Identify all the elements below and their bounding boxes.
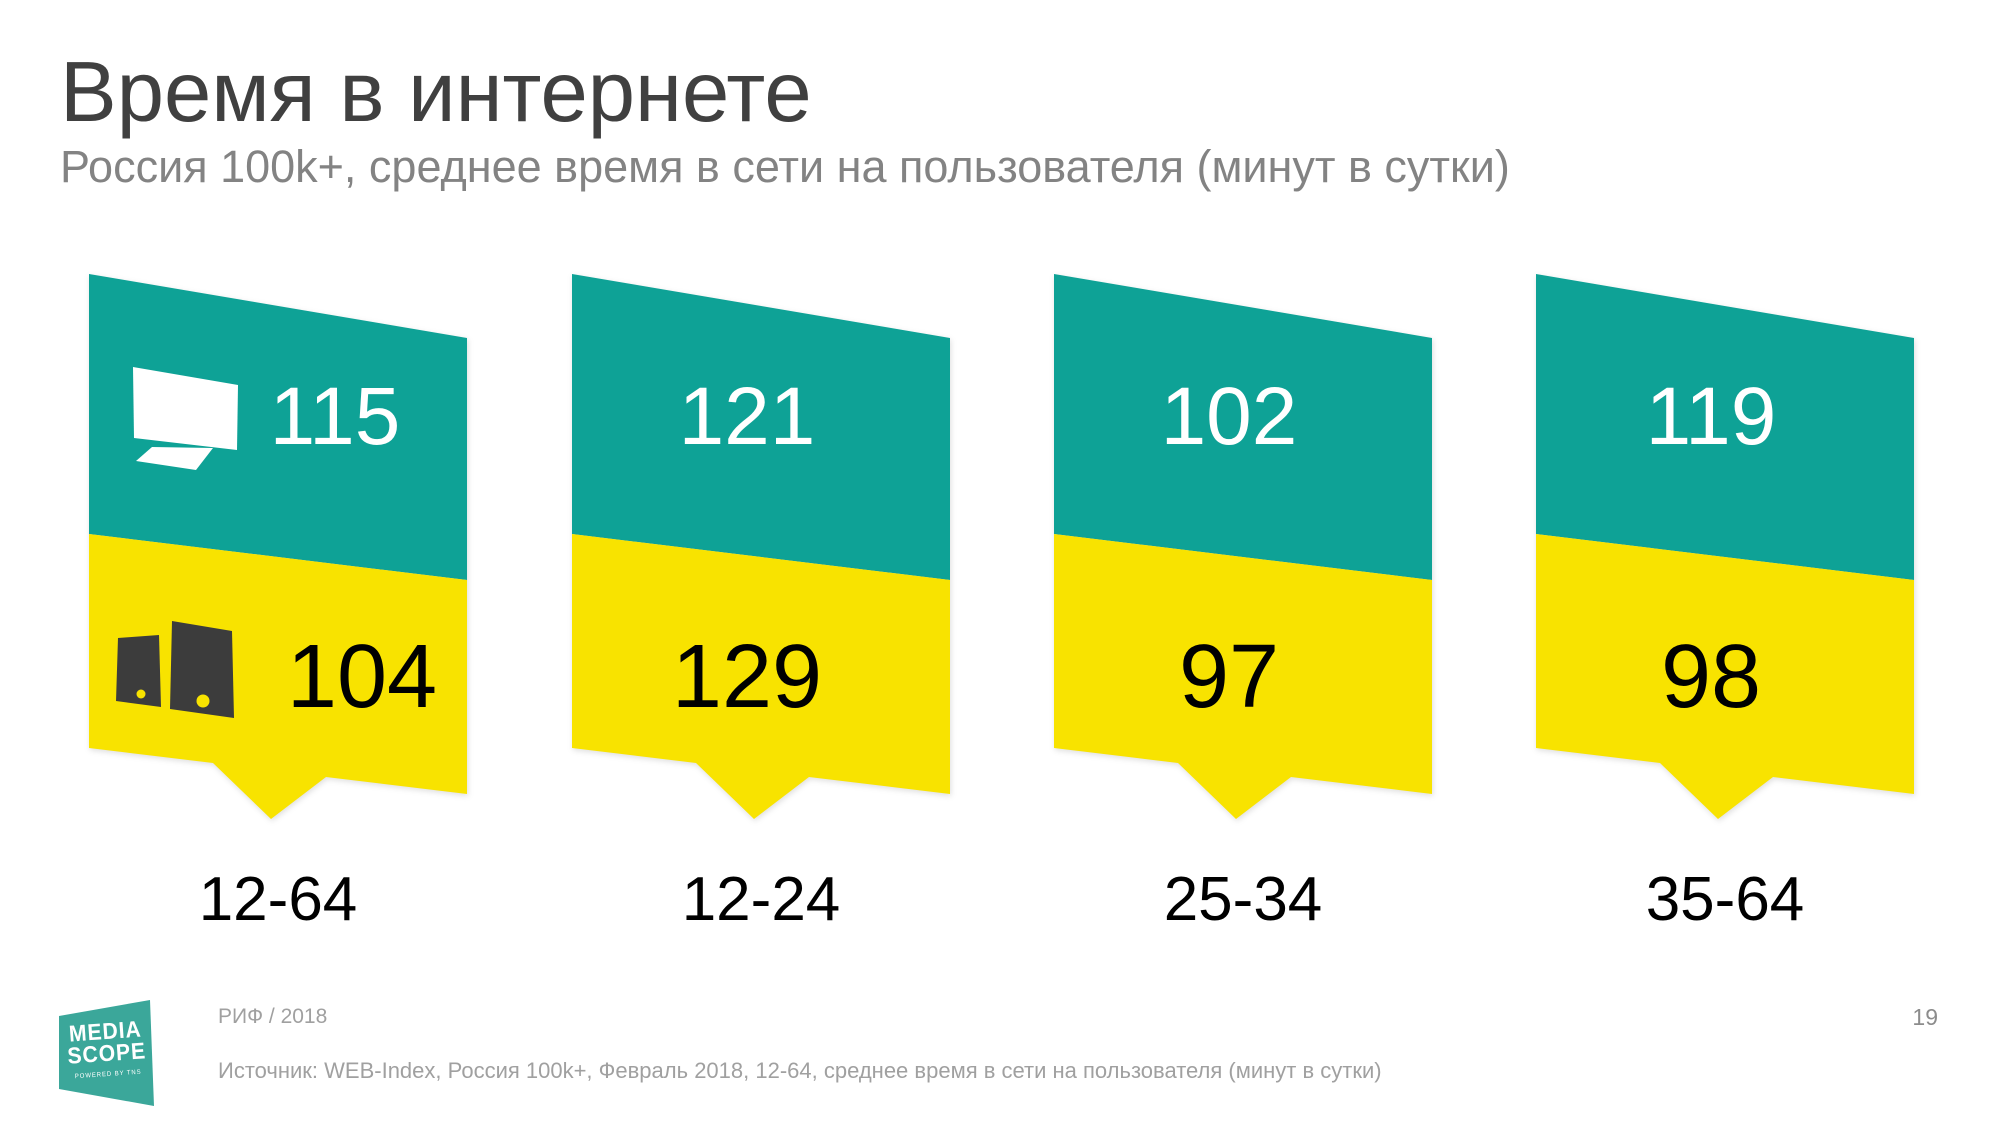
mobile-minutes-value: 98 xyxy=(1660,627,1762,727)
banner-age-25-34: 102 97 25-34 xyxy=(1054,274,1432,964)
desktop-minutes-value: 119 xyxy=(1645,371,1777,462)
flag-shape xyxy=(572,274,950,819)
flag-shape xyxy=(1054,274,1432,819)
flag-shape xyxy=(89,274,467,819)
desktop-computer-icon xyxy=(133,367,238,470)
logo-word-scope: SCOPE xyxy=(66,1037,147,1069)
desktop-minutes-value: 121 xyxy=(678,371,816,462)
page-number: 19 xyxy=(1912,1004,1938,1030)
page-subtitle: Россия 100k+, среднее время в сети на по… xyxy=(60,141,1510,192)
logo-tagline: POWERED BY TNS xyxy=(74,1068,142,1081)
age-group-label: 12-24 xyxy=(681,865,841,934)
age-group-label: 25-34 xyxy=(1163,865,1323,934)
mediascope-logo: MEDIA SCOPE POWERED BY TNS xyxy=(59,1000,154,1106)
mobile-minutes-value: 104 xyxy=(286,627,438,727)
page-title: Время в интернете xyxy=(60,45,812,140)
banner-age-12-24: 121 129 12-24 xyxy=(572,274,950,964)
footer-event-label: РИФ / 2018 xyxy=(218,1005,328,1028)
footer-source-note: Источник: WEB-Index, Россия 100k+, Февра… xyxy=(218,1058,1382,1083)
age-group-label: 35-64 xyxy=(1645,865,1805,934)
banner-age-12-64: 115 104 12-64 xyxy=(89,274,467,964)
flag-shape xyxy=(1536,274,1914,819)
age-group-label: 12-64 xyxy=(198,865,358,934)
mobile-minutes-value: 97 xyxy=(1178,627,1280,727)
mobile-devices-icon xyxy=(116,621,234,718)
banner-age-35-64: 119 98 35-64 xyxy=(1536,274,1914,964)
desktop-minutes-value: 102 xyxy=(1160,371,1298,462)
desktop-minutes-value: 115 xyxy=(269,371,401,462)
mobile-minutes-value: 129 xyxy=(671,627,823,727)
